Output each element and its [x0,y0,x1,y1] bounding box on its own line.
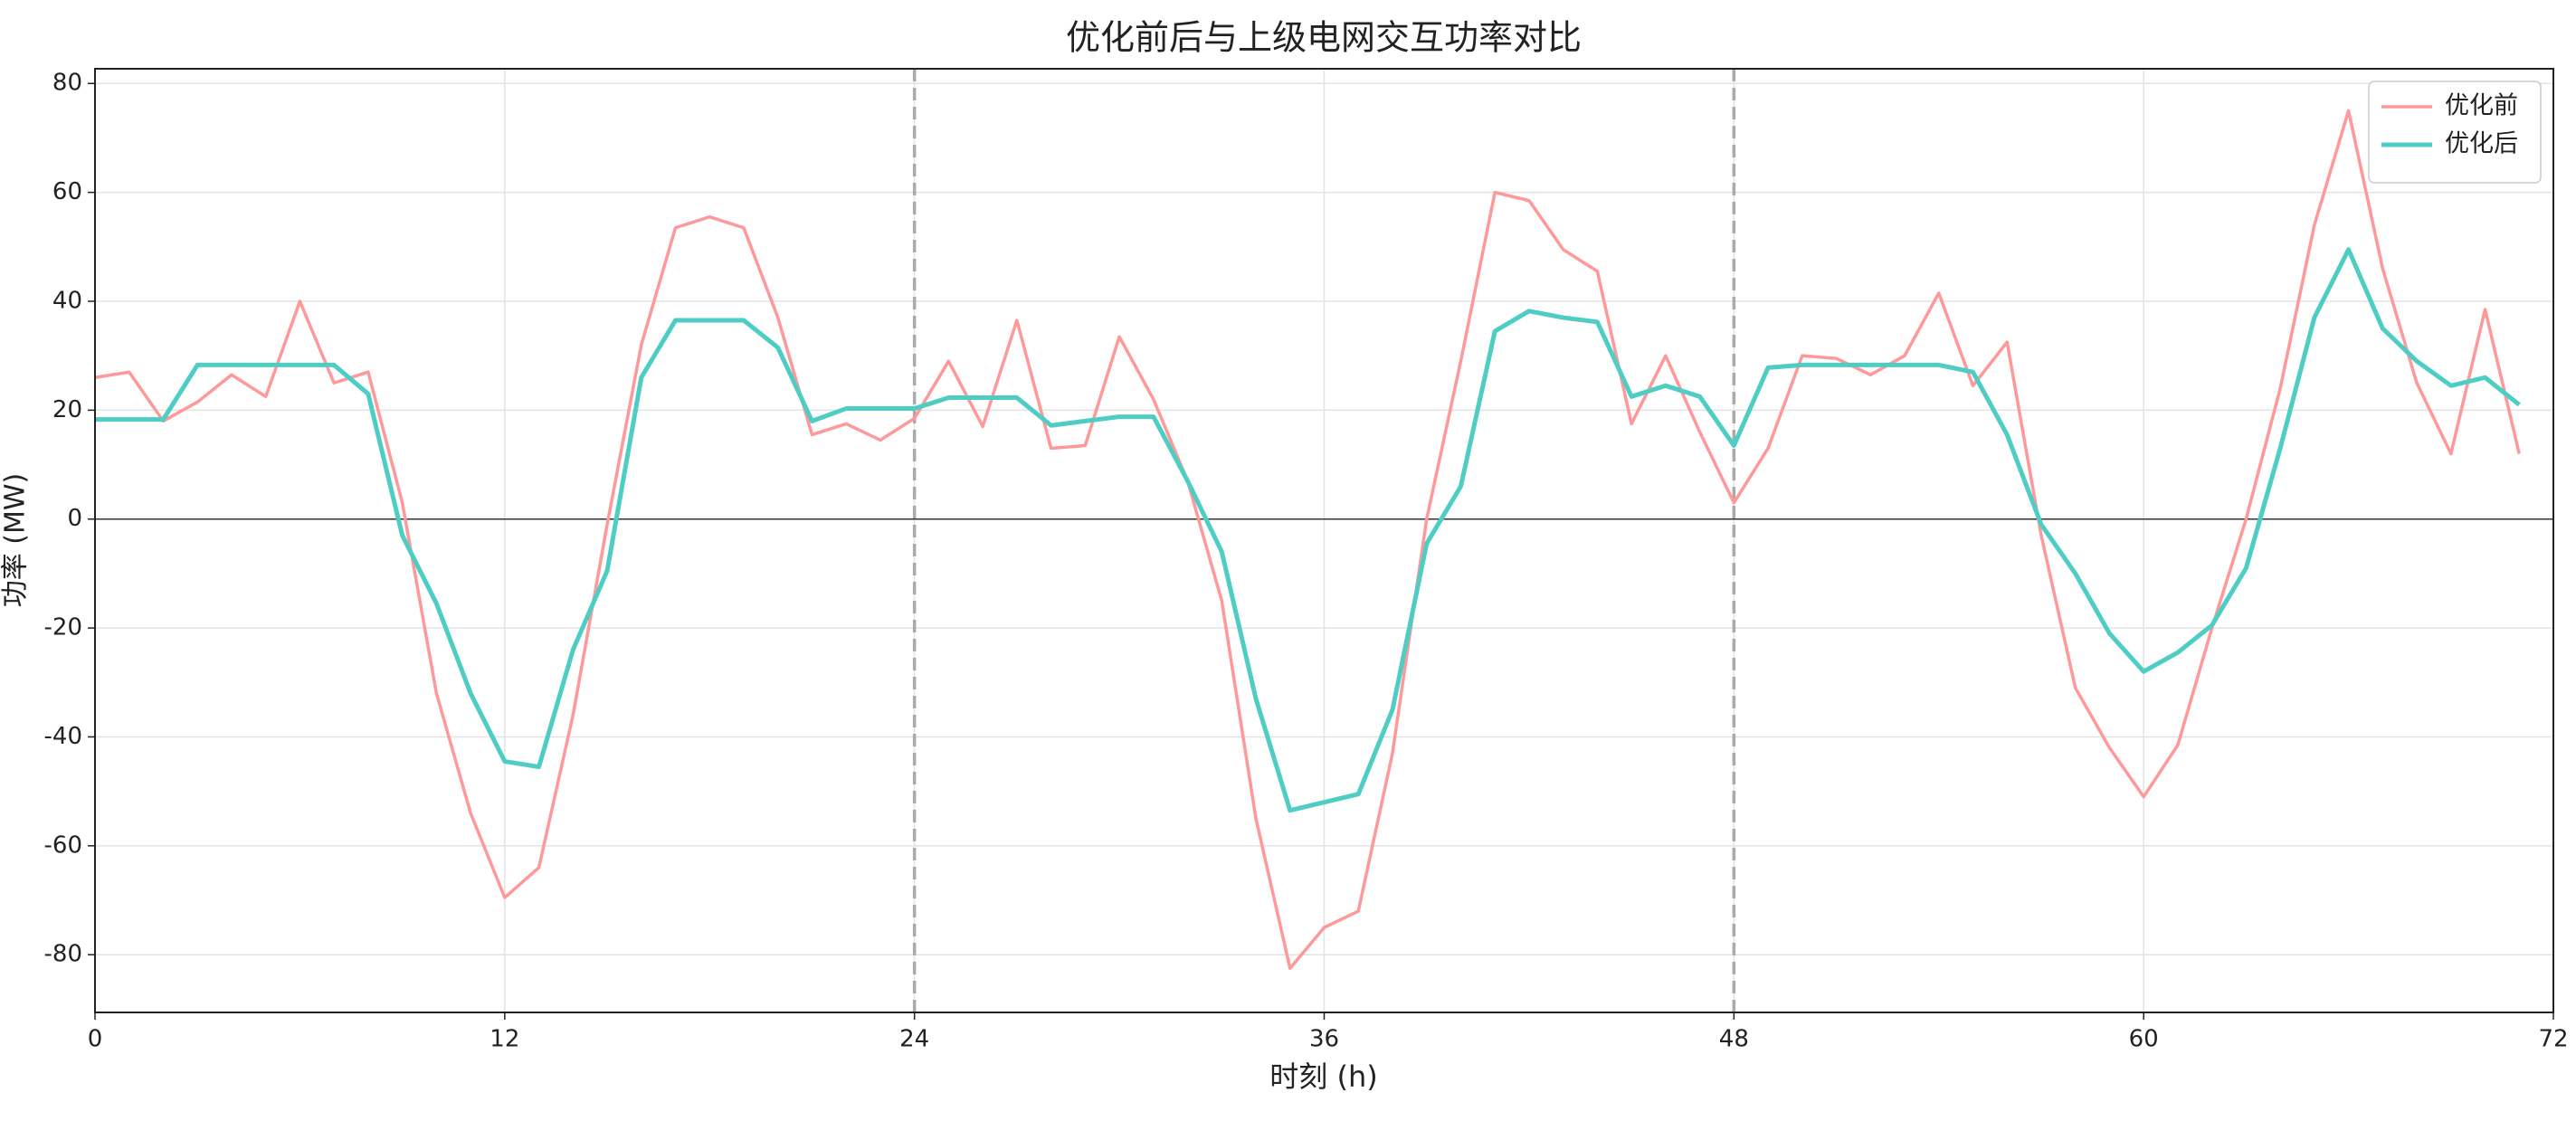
data-line [94,109,2521,970]
legend-label: 优化后 [2445,130,2518,158]
y-tick-label: -40 [44,723,82,750]
x-axis-label: 时刻 (h) [1269,1059,1377,1094]
x-tick-label: 12 [490,1026,519,1053]
y-tick-label: 40 [52,287,82,314]
y-tick-label: -60 [44,831,82,859]
x-tick-label: 48 [1719,1026,1749,1053]
y-tick-label: -80 [44,941,82,968]
x-tick-label: 36 [1309,1026,1339,1053]
chart-title: 优化前后与上级电网交互功率对比 [1066,18,1582,58]
y-tick-label: -20 [44,614,82,641]
x-tick-label: 24 [899,1026,929,1053]
y-tick-label: 0 [67,505,82,532]
data-line [95,247,2521,813]
x-tick-label: 72 [2538,1026,2568,1053]
legend-label: 优化前 [2445,92,2518,120]
x-tick-label: 0 [88,1026,103,1053]
plot-frame [94,68,2554,1013]
x-tick-label: 60 [2129,1026,2159,1053]
y-axis-label: 功率 (MW) [0,473,32,608]
y-tick-label: 80 [52,70,82,97]
y-tick-label: 60 [52,178,82,205]
y-tick-label: 20 [52,396,82,423]
